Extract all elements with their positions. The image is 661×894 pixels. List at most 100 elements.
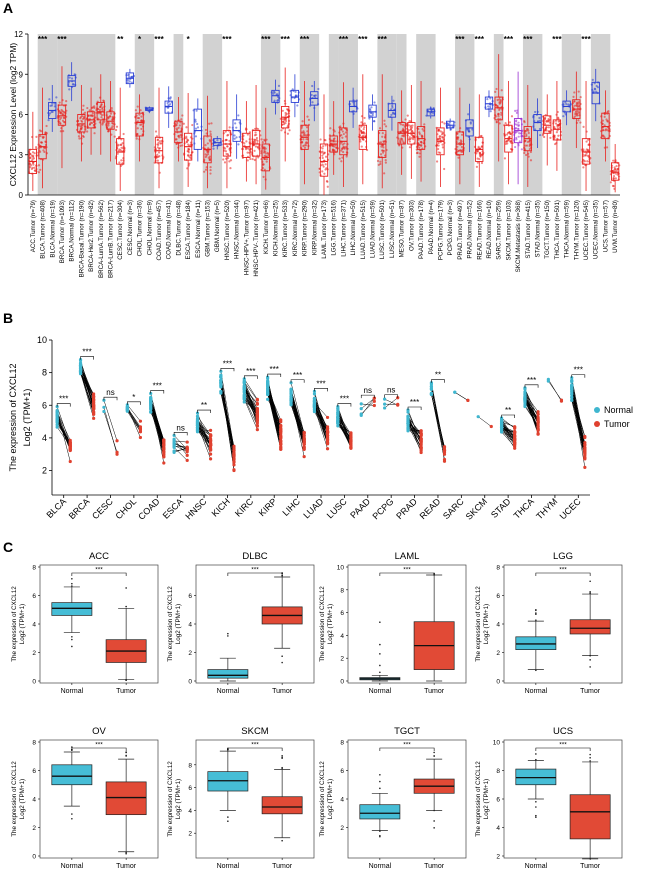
data-point — [418, 146, 421, 149]
pair-line — [314, 400, 328, 439]
tumor-point — [92, 407, 96, 411]
data-point — [543, 135, 546, 139]
data-point — [276, 99, 279, 102]
data-point — [368, 117, 371, 120]
data-point — [505, 133, 509, 136]
data-point — [107, 116, 110, 119]
data-point — [99, 112, 102, 115]
tumor-point — [185, 450, 189, 454]
data-point — [607, 110, 610, 113]
data-point — [87, 114, 91, 117]
significance-label: *** — [95, 742, 103, 749]
y-tick-label: 4 — [340, 633, 344, 640]
tumor-point — [232, 447, 236, 451]
pair-line — [173, 447, 188, 461]
data-point — [612, 184, 615, 188]
normal-point — [55, 419, 59, 424]
data-point — [582, 166, 585, 169]
data-point — [139, 109, 142, 112]
pair-line — [174, 440, 188, 443]
significance-label: * — [187, 35, 191, 44]
tumor-point — [583, 443, 587, 447]
data-point — [529, 140, 532, 143]
data-point — [262, 146, 265, 149]
data-point — [377, 163, 380, 167]
tumor-point — [513, 438, 517, 442]
data-point — [538, 116, 541, 120]
tumor-point — [419, 445, 423, 449]
data-point — [520, 148, 523, 151]
data-point — [412, 138, 415, 141]
y-tick-label: 0 — [19, 191, 24, 200]
significance-bracket — [535, 572, 591, 576]
data-point — [311, 101, 314, 104]
box — [213, 138, 222, 146]
data-point — [260, 138, 263, 141]
data-point — [381, 149, 384, 152]
boxplot-title: LGG — [553, 551, 573, 562]
data-point — [186, 139, 190, 142]
x-tick-label: KIRP.Tumor (n=290) — [302, 200, 309, 256]
tumor-point — [279, 436, 283, 440]
data-point — [38, 129, 42, 132]
x-tick-label: LUAD.Tumor (n=515) — [360, 200, 367, 259]
outlier-point — [589, 654, 591, 657]
pair-line — [501, 417, 515, 429]
data-point — [587, 155, 590, 158]
boxplot-ucs: UCS 2 4 6 8 10 The expression of CXCL12 Log2 (T… — [475, 726, 623, 870]
y-tick-label: 6 — [340, 610, 344, 617]
y-axis-subtitle: Log2 (TPM+1) — [22, 389, 32, 447]
data-point — [228, 126, 231, 129]
plot-frame — [347, 564, 467, 684]
significance-bracket — [150, 390, 165, 394]
box — [251, 130, 261, 157]
normal-point — [195, 421, 200, 425]
data-point — [255, 136, 258, 140]
data-point — [500, 89, 503, 92]
box — [222, 130, 232, 157]
pair-line — [478, 416, 492, 427]
significance-label: *** — [410, 398, 419, 407]
outlier-point — [589, 592, 591, 595]
significance-bracket — [80, 356, 94, 360]
normal-point — [429, 392, 434, 396]
data-point — [476, 150, 479, 153]
tumor-point — [536, 432, 540, 436]
data-point — [402, 141, 405, 144]
data-point — [86, 106, 89, 110]
data-point — [371, 114, 374, 117]
data-point — [115, 125, 119, 128]
data-point — [97, 117, 100, 120]
data-point — [381, 144, 384, 147]
data-point — [399, 139, 402, 142]
data-point — [341, 147, 344, 151]
data-point — [288, 129, 291, 132]
pair-line — [337, 408, 352, 444]
data-point — [605, 118, 608, 121]
data-point — [303, 146, 307, 149]
significance-label: *** — [559, 742, 567, 749]
data-point — [313, 94, 316, 97]
data-point — [37, 164, 41, 167]
x-tick-label: PRAD.Tumor (n=497) — [457, 200, 464, 260]
data-point — [586, 160, 589, 163]
data-point — [80, 124, 83, 127]
x-tick-label: LGG.Tumor (n=516) — [331, 200, 338, 256]
pair-line — [150, 398, 165, 441]
pair-line — [524, 391, 539, 423]
data-point — [179, 121, 182, 124]
tumor-point — [349, 438, 353, 442]
pair-line — [197, 430, 211, 446]
x-tick-label: Normal — [369, 688, 392, 695]
data-point — [340, 149, 343, 152]
data-point — [379, 162, 382, 166]
tumor-point — [325, 436, 330, 440]
data-point — [111, 115, 114, 119]
tumor-point — [185, 440, 189, 444]
data-point — [549, 136, 552, 139]
x-tick-label: SARC — [441, 496, 466, 521]
box — [116, 138, 125, 165]
normal-point — [336, 424, 340, 428]
data-point — [553, 136, 556, 139]
y-tick-label: 6 — [188, 593, 192, 600]
